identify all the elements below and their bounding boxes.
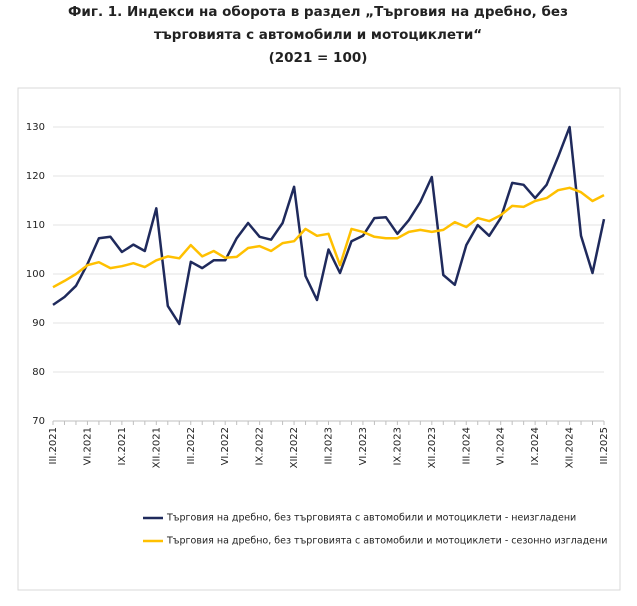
x-tick-label: III.2022: [186, 427, 197, 464]
x-tick-label: VI.2023: [358, 427, 369, 465]
x-tick-label: XII.2021: [151, 427, 162, 468]
y-tick-label: 130: [26, 122, 45, 133]
chart-title: Фиг. 1. Индекси на оборота в раздел „Тър…: [68, 4, 568, 20]
chart-frame: [17, 87, 621, 591]
y-tick-label: 70: [32, 416, 45, 427]
legend-label: Търговия на дребно, без търговията с авт…: [166, 536, 607, 547]
x-tick-label: VI.2024: [496, 427, 507, 465]
x-tick-label: VI.2022: [220, 427, 231, 465]
x-tick-label: IX.2024: [530, 427, 541, 465]
chart-title: търговията с автомобили и мотоциклети“: [154, 27, 482, 43]
x-tick-label: XII.2024: [565, 427, 576, 468]
chart-title: (2021 = 100): [269, 50, 368, 66]
x-tick-label: III.2023: [324, 427, 335, 464]
x-tick-label: VI.2021: [82, 427, 93, 465]
y-tick-label: 90: [32, 318, 45, 329]
y-tick-label: 110: [26, 220, 45, 231]
x-tick-label: XII.2023: [427, 427, 438, 468]
x-tick-label: IX.2023: [392, 427, 403, 465]
x-tick-label: III.2021: [48, 427, 59, 464]
x-tick-label: IX.2021: [117, 427, 128, 465]
x-tick-label: III.2024: [461, 427, 472, 464]
series-line: [52, 186, 605, 289]
y-tick-label: 80: [32, 367, 45, 378]
x-tick-label: III.2025: [599, 427, 610, 464]
legend-label: Търговия на дребно, без търговията с авт…: [166, 513, 576, 524]
y-tick-label: 120: [26, 171, 45, 182]
x-tick-label: XII.2022: [289, 427, 300, 468]
series-line: [52, 125, 606, 326]
y-tick-label: 100: [26, 269, 45, 280]
x-tick-label: IX.2022: [255, 427, 266, 465]
